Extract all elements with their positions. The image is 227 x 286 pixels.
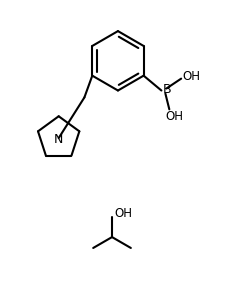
Text: OH: OH (181, 70, 199, 83)
Text: B: B (162, 83, 170, 96)
Text: OH: OH (114, 207, 131, 220)
Text: N: N (54, 132, 63, 146)
Text: OH: OH (165, 110, 183, 123)
